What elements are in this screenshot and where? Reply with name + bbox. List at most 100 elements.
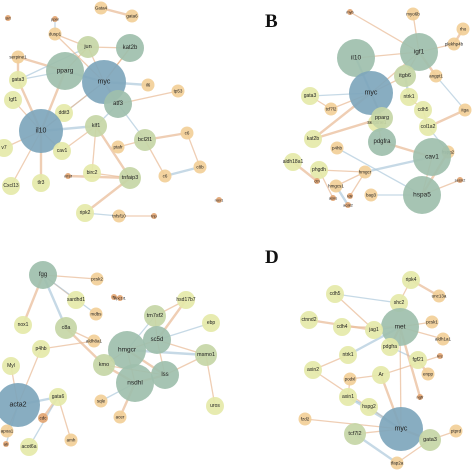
gene-label: v7 [1, 145, 7, 151]
gene-node [372, 366, 390, 384]
gene-label: gata6 [126, 14, 138, 19]
gene-node [20, 438, 38, 456]
gene-node [48, 27, 62, 41]
gene-label: myc [98, 79, 111, 86]
gene-node [436, 332, 450, 346]
gene-node [394, 65, 416, 87]
gene-label: cdh4 [337, 324, 348, 330]
gene-label: ngfr [417, 395, 425, 400]
gene-node [425, 315, 439, 329]
gene-label: cav1 [425, 154, 439, 161]
gene-label: ctnnd2 [301, 317, 316, 323]
gene-node [343, 372, 357, 386]
gene-node [216, 197, 222, 203]
gene-node [0, 424, 14, 438]
gene-label: kat2b [307, 136, 319, 142]
gene-node [365, 321, 383, 339]
gene-label: sardhd1 [67, 297, 85, 303]
gene-node [151, 213, 157, 219]
gene-label: ripk2 [80, 210, 91, 216]
gene-label: asns [329, 196, 337, 201]
gene-label: hmgcs1 [328, 184, 344, 189]
gene-node [432, 289, 446, 303]
gene-node [300, 311, 318, 329]
gene-node [144, 305, 166, 327]
gene-node [55, 317, 77, 339]
gene-label: uros [210, 403, 220, 409]
gene-label: sesn2 [455, 178, 466, 183]
gene-label: kat2b [123, 45, 138, 51]
gene-node [400, 33, 438, 71]
network-edge [435, 75, 466, 111]
gene-node [134, 129, 156, 151]
gene-label: pdgfra [373, 139, 391, 145]
gene-node [413, 138, 451, 176]
node-layer: myb myo6b igf1 il10 rho plekhp4b myc itgb6 angpt… [283, 7, 472, 214]
gene-node [419, 429, 441, 451]
gene-node [337, 39, 375, 77]
gene-node [339, 346, 357, 364]
gene-node [46, 52, 84, 90]
gene-label: bag3 [366, 193, 377, 198]
gene-label: col1a2 [421, 124, 436, 130]
gene-label: tcf7l2 [348, 431, 361, 437]
gene-node [456, 22, 470, 36]
gene-label: myb [346, 10, 354, 15]
gene-label: ebp [207, 320, 216, 326]
gene-node [177, 291, 195, 309]
gene-label: amh [67, 438, 76, 443]
gene-node [449, 424, 463, 438]
gene-label: acot6a [21, 444, 36, 450]
gene-node [108, 331, 146, 369]
gene-node [347, 193, 353, 199]
gene-label: nsdhl [127, 380, 143, 387]
gene-label: ptprd [451, 429, 462, 434]
gene-label: gata3 [304, 93, 317, 99]
gene-label: birc2 [87, 170, 98, 176]
gene-node [158, 169, 172, 183]
gene-node [111, 140, 125, 154]
gene-node [358, 165, 372, 179]
gene-node [314, 178, 320, 184]
gene-node [360, 398, 378, 416]
gene-node [32, 174, 50, 192]
gene-node [326, 285, 344, 303]
gene-label: tnfsf10 [112, 214, 126, 219]
gene-label: nox1 [215, 198, 224, 203]
gene-node [49, 388, 67, 406]
gene-node [409, 351, 427, 369]
gene-node [76, 204, 94, 222]
gene-node [94, 1, 108, 15]
gene-label: cdh5 [330, 291, 341, 297]
gene-label: acat2 [343, 203, 354, 208]
network-panel-d: ripk4 cdh5 shc2 unc13a ctnnd2 cdh4 met pcsk1 jag… [298, 271, 463, 470]
gene-node [437, 353, 443, 359]
gene-node [5, 15, 11, 21]
gene-label: c8b [196, 165, 204, 170]
gene-node [364, 188, 378, 202]
network-panel-a: sirt ppar Gata4 gata6 dusp1 jun serpine1 kat2b p… [0, 1, 224, 223]
gene-node [116, 364, 154, 402]
gene-node [85, 115, 107, 137]
gene-label: axin2 [307, 367, 319, 373]
node-layer: ripk4 cdh5 shc2 unc13a ctnnd2 cdh4 met pcsk1 jag… [298, 271, 463, 470]
gene-label: myc [365, 90, 378, 97]
gene-node [0, 139, 13, 157]
gene-label: itga [461, 108, 469, 113]
gene-node [379, 407, 423, 451]
gene-node [32, 340, 50, 358]
gene-label: jag1 [368, 327, 379, 333]
gene-label: ntrk1 [403, 94, 414, 100]
gene-label: serpine1 [9, 55, 27, 60]
gene-label: sirt [5, 16, 11, 21]
gene-label: trip [151, 214, 157, 219]
gene-label: cdc [39, 416, 47, 421]
gene-label: fgg [39, 272, 47, 278]
gene-label: nfrsf [64, 174, 73, 179]
gene-node [55, 104, 73, 122]
gene-node [29, 261, 57, 289]
gene-node [371, 107, 393, 129]
gene-label: ptafr [113, 145, 123, 150]
gene-label: lss [161, 372, 168, 378]
gene-node [349, 71, 393, 115]
